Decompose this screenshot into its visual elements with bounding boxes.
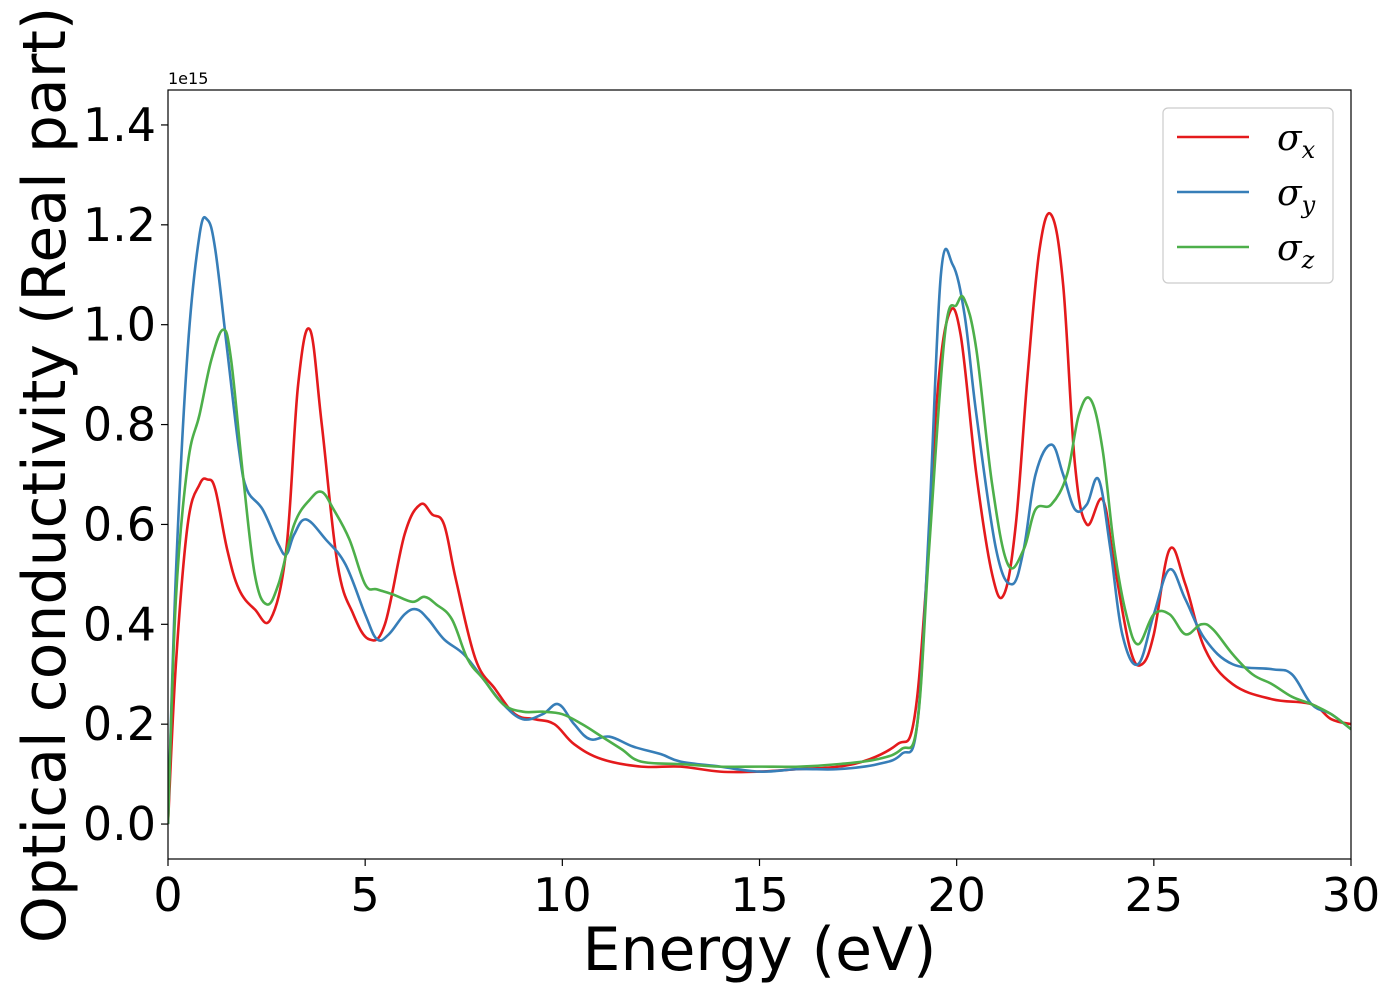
y-axis-label: Optical conductivity (Real part) xyxy=(10,7,80,944)
plot-lines xyxy=(168,212,1351,825)
y-tick-label: 0.2 xyxy=(83,697,156,751)
legend-label-z: σz xyxy=(1277,228,1315,274)
y-tick-label: 0.8 xyxy=(83,398,156,452)
legend-box xyxy=(1162,107,1334,284)
x-tick-label: 30 xyxy=(1322,868,1381,922)
x-axis-label: Energy (eV) xyxy=(583,915,937,985)
y-tick-label: 0.4 xyxy=(83,597,156,651)
legend-label-x: σx xyxy=(1277,118,1316,164)
legend-label-y: σy xyxy=(1277,173,1316,219)
series-line-z xyxy=(168,294,1351,825)
x-axis: 0 5 10 15 20 25 30 xyxy=(153,859,1380,922)
y-tick-label: 0.0 xyxy=(83,797,156,851)
x-tick-label: 25 xyxy=(1125,868,1184,922)
x-tick-label: 5 xyxy=(351,868,380,922)
x-tick-label: 15 xyxy=(730,868,789,922)
x-tick-label: 0 xyxy=(153,868,182,922)
y-axis: 0.0 0.2 0.4 0.6 0.8 1.0 1.2 1.4 xyxy=(83,98,168,851)
series-line-y xyxy=(168,215,1351,825)
y-tick-label: 1.0 xyxy=(83,298,156,352)
legend: σx σy σz xyxy=(1162,107,1334,284)
y-offset-label: 1e15 xyxy=(168,69,208,88)
y-tick-label: 1.2 xyxy=(83,198,156,252)
x-tick-label: 20 xyxy=(927,868,986,922)
y-tick-label: 0.6 xyxy=(83,497,156,551)
x-tick-label: 10 xyxy=(533,868,592,922)
y-tick-label: 1.4 xyxy=(83,98,156,152)
